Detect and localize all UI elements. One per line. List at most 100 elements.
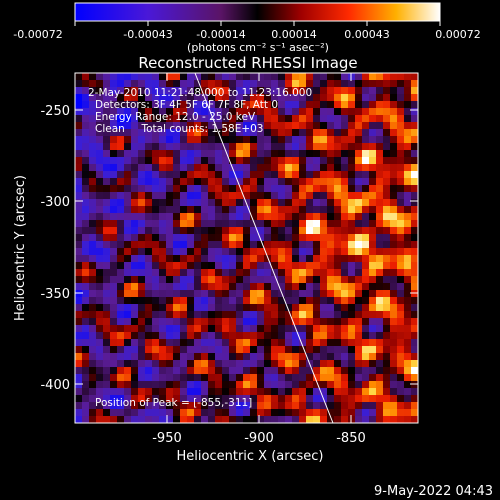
image-pixel — [243, 192, 250, 199]
image-pixel — [180, 87, 187, 94]
image-pixel — [166, 339, 173, 346]
image-pixel — [180, 101, 187, 108]
image-pixel — [334, 80, 341, 87]
image-pixel — [103, 388, 110, 395]
image-pixel — [411, 185, 418, 192]
image-pixel — [411, 122, 418, 129]
image-pixel — [327, 283, 334, 290]
image-pixel — [75, 171, 82, 178]
image-pixel — [124, 297, 131, 304]
image-pixel — [82, 206, 89, 213]
image-pixel — [313, 94, 320, 101]
image-pixel — [320, 192, 327, 199]
image-pixel — [187, 304, 194, 311]
image-pixel — [320, 409, 327, 416]
image-pixel — [285, 290, 292, 297]
image-pixel — [159, 227, 166, 234]
image-pixel — [138, 290, 145, 297]
image-pixel — [362, 122, 369, 129]
image-pixel — [131, 388, 138, 395]
image-pixel — [306, 101, 313, 108]
image-pixel — [89, 150, 96, 157]
image-pixel — [250, 290, 257, 297]
image-pixel — [201, 150, 208, 157]
image-pixel — [243, 255, 250, 262]
image-pixel — [376, 276, 383, 283]
image-pixel — [110, 227, 117, 234]
image-pixel — [152, 108, 159, 115]
image-pixel — [187, 255, 194, 262]
image-pixel — [341, 269, 348, 276]
image-pixel — [152, 318, 159, 325]
image-pixel — [117, 115, 124, 122]
image-pixel — [208, 360, 215, 367]
image-pixel — [243, 227, 250, 234]
image-pixel — [82, 339, 89, 346]
image-pixel — [348, 192, 355, 199]
image-pixel — [138, 73, 145, 80]
image-pixel — [383, 416, 390, 423]
image-pixel — [292, 374, 299, 381]
image-pixel — [229, 409, 236, 416]
image-pixel — [390, 129, 397, 136]
image-pixel — [117, 227, 124, 234]
image-pixel — [180, 269, 187, 276]
image-pixel — [292, 213, 299, 220]
y-axis-label: Heliocentric Y (arcsec) — [13, 175, 28, 321]
image-pixel — [278, 304, 285, 311]
image-pixel — [82, 94, 89, 101]
image-pixel — [215, 269, 222, 276]
image-pixel — [166, 297, 173, 304]
image-pixel — [348, 87, 355, 94]
image-pixel — [131, 283, 138, 290]
image-pixel — [334, 171, 341, 178]
image-pixel — [397, 178, 404, 185]
image-pixel — [166, 178, 173, 185]
image-pixel — [376, 304, 383, 311]
image-pixel — [306, 73, 313, 80]
image-pixel — [194, 150, 201, 157]
image-pixel — [159, 409, 166, 416]
image-pixel — [299, 388, 306, 395]
image-pixel — [362, 185, 369, 192]
image-pixel — [390, 381, 397, 388]
image-pixel — [404, 346, 411, 353]
image-pixel — [411, 416, 418, 423]
image-pixel — [173, 206, 180, 213]
image-pixel — [383, 115, 390, 122]
image-pixel — [278, 115, 285, 122]
image-pixel — [166, 171, 173, 178]
image-pixel — [173, 402, 180, 409]
image-pixel — [320, 150, 327, 157]
image-pixel — [131, 255, 138, 262]
image-pixel — [187, 318, 194, 325]
image-pixel — [222, 178, 229, 185]
image-pixel — [383, 220, 390, 227]
image-pixel — [397, 311, 404, 318]
image-pixel — [201, 101, 208, 108]
image-pixel — [138, 311, 145, 318]
image-pixel — [250, 374, 257, 381]
image-pixel — [215, 227, 222, 234]
image-pixel — [89, 94, 96, 101]
image-pixel — [117, 297, 124, 304]
image-pixel — [278, 409, 285, 416]
image-pixel — [362, 143, 369, 150]
image-pixel — [411, 94, 418, 101]
image-pixel — [404, 395, 411, 402]
image-pixel — [299, 381, 306, 388]
image-pixel — [222, 374, 229, 381]
image-pixel — [117, 157, 124, 164]
image-pixel — [390, 199, 397, 206]
image-pixel — [236, 269, 243, 276]
image-pixel — [292, 248, 299, 255]
x-tick-label: -950 — [152, 431, 182, 446]
image-pixel — [194, 290, 201, 297]
image-pixel — [131, 395, 138, 402]
image-pixel — [187, 80, 194, 87]
image-pixel — [117, 122, 124, 129]
image-pixel — [103, 171, 110, 178]
image-pixel — [341, 178, 348, 185]
image-pixel — [236, 248, 243, 255]
image-pixel — [264, 241, 271, 248]
